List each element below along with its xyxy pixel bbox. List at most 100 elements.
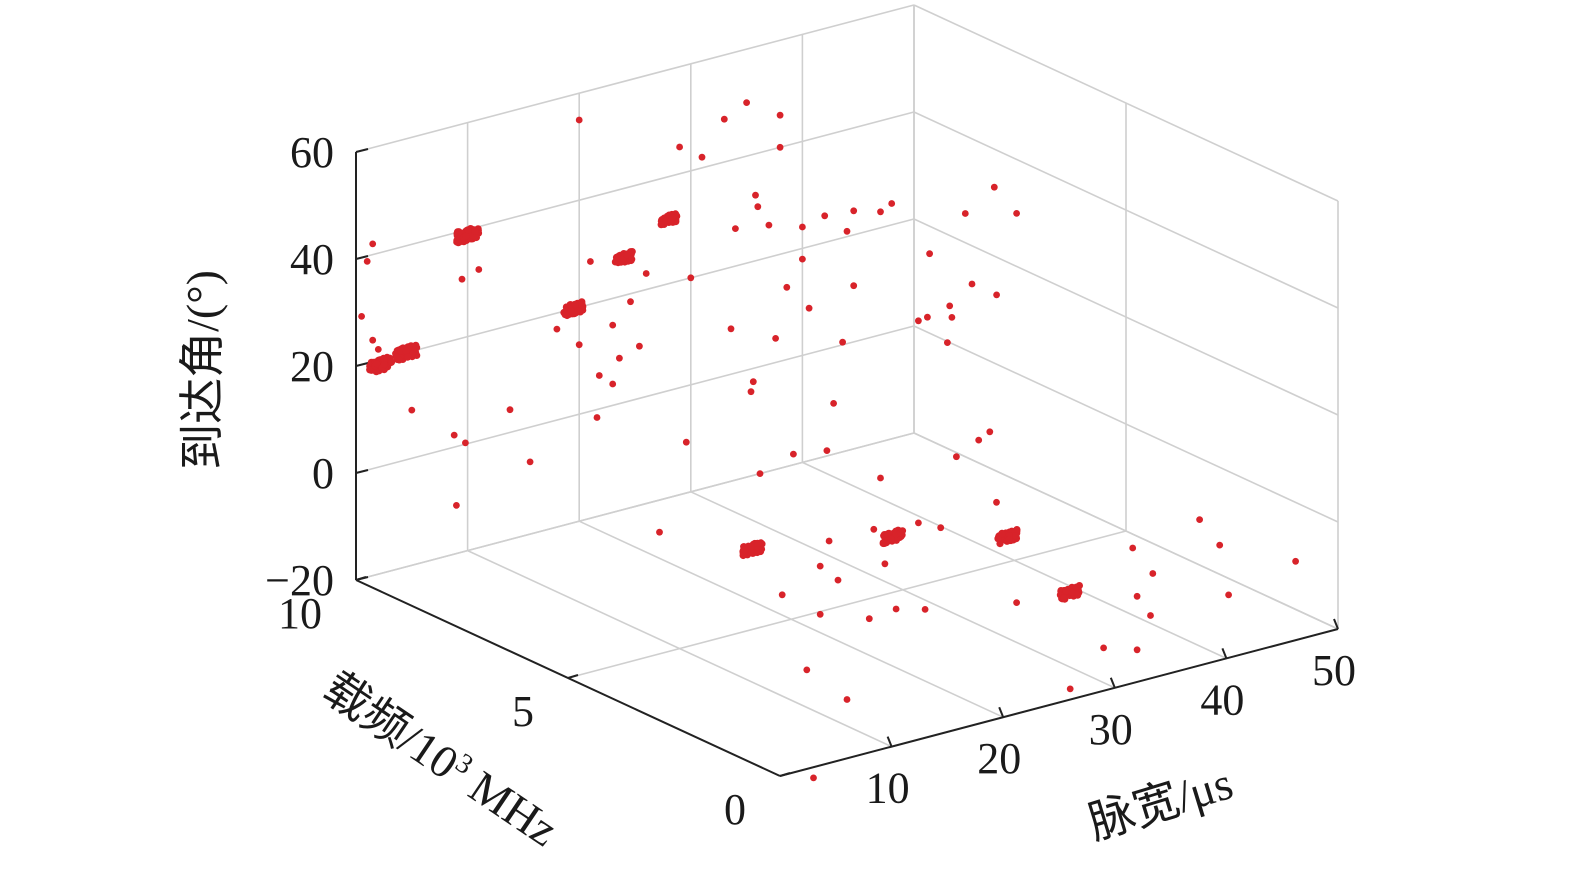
cluster-point — [994, 535, 1002, 543]
scatter-point — [892, 605, 900, 613]
cluster-point — [1060, 594, 1068, 602]
cluster-point — [1074, 591, 1082, 599]
scatter-point — [926, 250, 933, 258]
scatter-point — [682, 438, 690, 446]
scatter-point — [948, 314, 956, 321]
scatter-point — [720, 115, 728, 123]
cluster-point — [739, 551, 747, 560]
scatter-point — [453, 502, 460, 509]
x-tick-mark — [886, 736, 893, 747]
scatter-point — [776, 143, 784, 151]
grid-line-side-z — [913, 218, 1339, 416]
grid-line-floor-y — [567, 530, 1127, 679]
scatter-point — [676, 143, 683, 151]
x-tick-mark — [998, 706, 1005, 718]
scatter-point — [627, 298, 634, 306]
point-layer — [358, 99, 1299, 782]
scatter-point — [968, 280, 976, 288]
scatter-point — [1225, 591, 1232, 599]
scatter-point — [1147, 612, 1154, 619]
scatter-point — [587, 258, 594, 265]
x-tick-mark — [1221, 648, 1228, 659]
scatter-point — [839, 338, 846, 346]
scatter-point — [609, 321, 617, 329]
scatter-point — [616, 354, 623, 362]
scatter-point — [843, 696, 851, 703]
x-tick-mark — [1333, 618, 1339, 630]
scatter-point — [810, 774, 817, 782]
scatter-point — [553, 325, 561, 333]
scatter-point — [609, 380, 617, 388]
scatter-point — [450, 431, 458, 439]
cluster-point — [404, 353, 412, 361]
scatter-point — [636, 342, 643, 350]
cluster-point — [472, 233, 480, 242]
scatter-point — [778, 591, 786, 599]
scatter-point — [924, 313, 931, 321]
cluster-point — [623, 251, 631, 259]
scatter-point — [743, 99, 750, 106]
y-tick-label: 10 — [278, 589, 322, 638]
scatter-point — [805, 304, 813, 312]
scatter-point — [975, 436, 983, 444]
scatter-point — [816, 610, 824, 618]
cluster-point — [998, 530, 1006, 538]
z-tick-mark — [355, 362, 369, 367]
scatter-point — [656, 528, 663, 536]
scatter-point — [752, 191, 759, 199]
scatter-point — [698, 153, 706, 161]
scatter-point — [408, 406, 416, 414]
scatter-point — [881, 560, 889, 568]
cluster-point — [567, 307, 575, 315]
x-tick-label: 20 — [977, 734, 1021, 783]
y-tick-mark — [567, 674, 579, 679]
grid-line-side-z — [913, 4, 1339, 202]
z-tick-label: 40 — [290, 235, 334, 284]
scatter-point — [506, 406, 514, 414]
z-tick-label: 20 — [290, 342, 334, 391]
scatter-point — [1149, 570, 1157, 577]
x-tick-label: 30 — [1089, 705, 1133, 754]
scatter-point — [1292, 557, 1299, 565]
cluster-point — [402, 347, 410, 355]
scatter-point — [1133, 646, 1141, 654]
scatter-point — [369, 336, 377, 344]
cluster-point — [614, 254, 622, 262]
grid-line-floor-y — [355, 432, 915, 581]
scatter-point — [870, 525, 878, 533]
cluster-point — [464, 226, 472, 234]
x-tick-label: 10 — [866, 764, 910, 813]
scatter-point — [783, 283, 791, 291]
z-tick-mark — [355, 255, 369, 260]
scatter-point — [915, 519, 922, 527]
cluster-point — [1068, 588, 1076, 597]
scatter-point — [776, 111, 784, 119]
cluster-point — [380, 360, 388, 369]
scatter-point — [369, 240, 377, 248]
scatter-point — [799, 223, 806, 231]
cluster-point — [668, 214, 677, 222]
scatter-point — [1129, 544, 1137, 552]
scatter-point — [877, 474, 884, 482]
scatter-point — [993, 291, 1000, 299]
scatter-point — [821, 212, 829, 220]
cluster-point — [883, 530, 892, 538]
scatter-point — [799, 255, 806, 263]
scatter-point — [850, 207, 858, 215]
scatter-point — [772, 335, 779, 342]
grid-layer — [355, 4, 1339, 777]
scatter-point — [595, 372, 603, 379]
cluster-point — [628, 255, 636, 263]
scatter-point — [946, 302, 954, 310]
cluster-point — [373, 360, 381, 368]
scatter-point — [823, 447, 831, 454]
cluster-point — [879, 539, 887, 548]
scatter-point — [754, 203, 762, 211]
cluster-point — [657, 221, 665, 229]
grid-line-back-z — [355, 4, 915, 153]
scatter-point — [865, 615, 873, 623]
scatter-point — [727, 325, 735, 333]
cluster-point — [741, 546, 749, 554]
